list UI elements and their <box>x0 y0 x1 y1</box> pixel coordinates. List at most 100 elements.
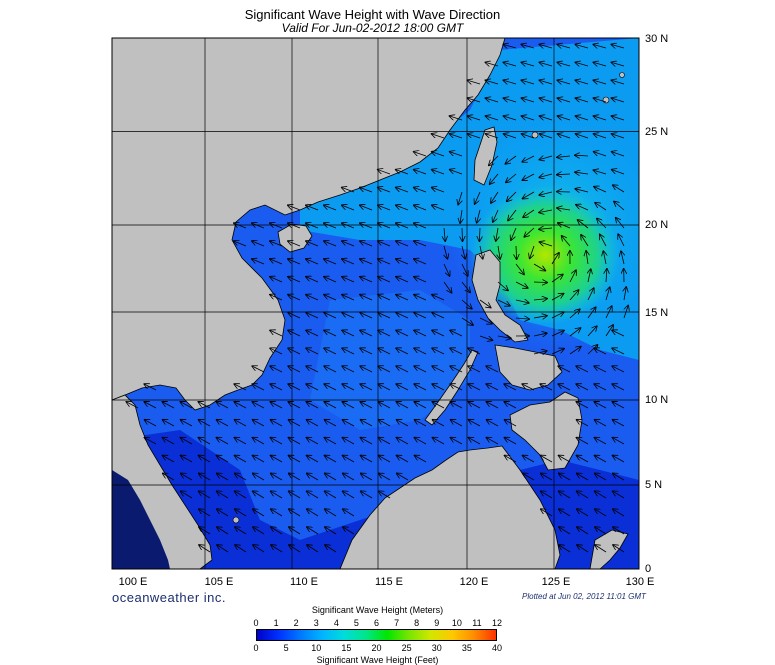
wave-direction-arrow <box>324 223 337 229</box>
wave-direction-arrow <box>181 491 193 499</box>
legend-feet-tick: 35 <box>461 643 472 653</box>
wave-direction-arrow <box>271 420 283 427</box>
wave-direction-arrow <box>289 438 301 445</box>
wave-direction-arrow <box>325 420 337 427</box>
wave-direction-arrow <box>444 227 445 241</box>
wave-direction-arrow <box>324 241 337 247</box>
wave-direction-arrow <box>540 156 553 160</box>
wave-direction-arrow <box>450 348 463 355</box>
land-island <box>531 131 539 139</box>
wave-direction-arrow <box>577 474 589 481</box>
wave-direction-arrow <box>378 330 391 337</box>
wave-direction-arrow <box>558 223 571 229</box>
wave-direction-arrow <box>396 223 409 229</box>
lat-label-10n: 10 N <box>645 394 669 406</box>
wave-direction-arrow <box>414 223 427 229</box>
wave-direction-arrow <box>558 80 571 84</box>
wave-direction-arrow <box>415 420 427 427</box>
wave-direction-arrow <box>511 227 517 240</box>
wave-direction-arrow <box>489 155 499 165</box>
wave-direction-arrow <box>217 509 229 517</box>
wave-direction-arrow <box>253 509 265 517</box>
wave-direction-arrow <box>577 509 589 517</box>
wave-direction-arrow <box>378 348 391 355</box>
wave-direction-arrow <box>379 438 391 445</box>
wave-direction-arrow <box>270 348 283 355</box>
wave-direction-arrow <box>539 228 553 229</box>
wave-direction-arrow <box>522 155 535 162</box>
wave-direction-arrow <box>378 205 391 211</box>
wave-direction-arrow <box>270 277 283 283</box>
legend-meters-tick: 8 <box>414 618 420 628</box>
wave-direction-arrow <box>234 223 247 229</box>
wave-direction-arrow <box>217 420 229 427</box>
wave-direction-arrow <box>306 348 319 355</box>
wave-direction-arrow <box>235 420 247 427</box>
wave-direction-arrow <box>612 116 625 120</box>
wave-direction-arrow <box>479 317 492 324</box>
wave-direction-arrow <box>612 170 625 175</box>
wave-direction-arrow <box>378 277 391 283</box>
wave-direction-arrow <box>324 348 337 355</box>
wave-direction-arrow <box>460 209 462 223</box>
wave-direction-arrow <box>493 209 499 222</box>
wave-direction-arrow <box>540 45 553 49</box>
wave-direction-arrow <box>325 402 337 409</box>
legend-meters-tick: 5 <box>353 618 359 628</box>
lon-label-105e: 105 E <box>204 576 234 588</box>
wave-direction-arrow <box>486 62 499 66</box>
legend-meters-tick: 3 <box>313 618 319 628</box>
land-island <box>602 96 610 104</box>
wave-direction-arrow <box>288 348 301 355</box>
wave-direction-arrow <box>342 384 355 391</box>
wave-direction-arrow <box>342 223 355 229</box>
wave-direction-arrow <box>595 509 607 517</box>
wave-direction-arrow <box>433 402 445 409</box>
wave-direction-arrow <box>540 116 553 120</box>
wave-direction-arrow <box>613 185 625 193</box>
wave-direction-arrow <box>378 188 391 193</box>
wave-direction-arrow <box>379 491 391 499</box>
wave-direction-arrow <box>289 527 301 535</box>
wave-direction-arrow <box>451 420 463 427</box>
wave-direction-arrow <box>181 420 193 427</box>
wave-direction-arrow <box>491 191 499 203</box>
wave-direction-arrow <box>469 438 481 445</box>
wave-direction-arrow <box>127 402 139 409</box>
wave-direction-arrow <box>379 402 391 409</box>
ocean-mid-patch <box>310 290 470 430</box>
wave-direction-arrow <box>396 241 409 247</box>
wave-direction-arrow <box>487 438 499 445</box>
wave-direction-arrow <box>496 227 498 241</box>
wave-direction-arrow <box>324 384 337 391</box>
map-frame <box>111 37 640 570</box>
grid-lines <box>112 38 639 569</box>
legend-feet-tick: 5 <box>283 643 289 653</box>
wave-direction-arrow <box>414 188 427 193</box>
wave-direction-arrow <box>522 80 535 84</box>
wave-direction-arrow <box>343 456 355 463</box>
wave-direction-arrow <box>325 438 337 445</box>
wave-direction-arrow <box>397 438 409 445</box>
wave-direction-arrow <box>271 509 283 517</box>
wave-direction-arrow <box>587 307 596 319</box>
wave-direction-arrow <box>595 203 607 211</box>
wave-direction-arrow <box>594 348 607 355</box>
wave-direction-arrow <box>558 134 571 139</box>
wave-direction-arrow <box>522 384 535 391</box>
wave-direction-arrow <box>523 191 535 199</box>
wave-direction-arrow <box>541 456 553 463</box>
wave-direction-arrow <box>613 474 625 481</box>
wave-direction-arrow <box>468 366 481 373</box>
wave-direction-arrow <box>199 456 211 463</box>
wave-direction-arrow <box>613 509 625 517</box>
wave-direction-arrow <box>594 187 607 193</box>
wave-direction-arrow <box>540 134 553 139</box>
wave-direction-arrow <box>217 545 229 553</box>
wave-direction-arrow <box>523 209 535 217</box>
wave-direction-arrow <box>539 210 553 213</box>
wave-direction-arrow <box>234 384 247 391</box>
wave-direction-arrow <box>559 545 571 553</box>
wave-direction-arrow <box>576 384 589 391</box>
wave-direction-arrow <box>324 259 337 265</box>
